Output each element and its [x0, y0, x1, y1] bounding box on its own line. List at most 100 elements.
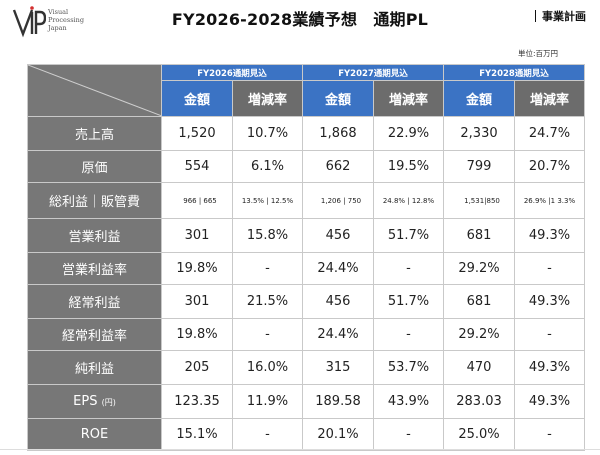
rate-cell: 49.3% [514, 384, 585, 419]
amount-cell: 301 [161, 218, 233, 253]
amount-cell: 205 [161, 350, 233, 385]
rate-cell: 49.3% [514, 284, 585, 319]
vip-logo-icon [12, 6, 46, 38]
rate-cell: 43.9% [373, 384, 444, 419]
row-header: 営業利益率 [27, 252, 162, 285]
table-row: ROE 15.1% -20.1% -25.0% - [27, 418, 585, 451]
rate-cell: 6.1% [232, 150, 303, 183]
rate-cell: 21.5% [232, 284, 303, 319]
amount-cell: 301 [161, 284, 233, 319]
row-header: 経常利益 [27, 284, 162, 319]
rate-cell: 19.5% [373, 150, 444, 183]
row-header: 売上高 [27, 116, 162, 151]
row-header: ROE [27, 418, 162, 451]
rate-cell: 26.9% |1 3.3% [514, 182, 585, 219]
amount-cell: 123.35 [161, 384, 233, 419]
rate-cell: - [373, 252, 444, 285]
column-header-amount: 金額 [302, 80, 374, 117]
amount-cell: 456 [302, 284, 374, 319]
row-header-label: 営業利益率 [61, 263, 127, 278]
column-header-rate: 増減率 [232, 80, 303, 117]
amount-cell: 799 [443, 150, 515, 183]
table-corner [27, 64, 162, 117]
rate-cell: 10.7% [232, 116, 303, 151]
row-header-label: ROE [80, 427, 109, 442]
amount-cell: 1,520 [161, 116, 233, 151]
amount-cell: 29.2% [443, 252, 515, 285]
amount-cell: 966 | 665 [161, 182, 233, 219]
section-label: 事業計画 [535, 8, 586, 24]
row-header-label: 営業利益 [68, 230, 121, 245]
row-header: 純利益 [27, 350, 162, 385]
amount-cell: 1,531|850 [443, 182, 515, 219]
year-header-fy2027: FY2027通期見込 [302, 64, 444, 81]
rate-cell: - [514, 418, 585, 451]
table-body: 売上高 1,520 10.7% 1,868 22.9% 2,330 24.7% 原価 554 6.… [27, 116, 585, 451]
row-header: EPS (円) [27, 384, 162, 419]
table-row: 原価 554 6.1% 662 19.5% 799 20.7% [27, 150, 585, 183]
row-header-label: 売上高 [74, 128, 114, 143]
unit-label: 単位:百万円 [517, 49, 558, 58]
rate-cell: - [232, 318, 303, 351]
table-row: 営業利益率 19.8% -24.4% -29.2% - [27, 252, 585, 285]
rate-cell: 49.3% [514, 350, 585, 385]
row-header: 総利益｜販管費 [27, 182, 162, 219]
amount-cell: 1,868 [302, 116, 374, 151]
rate-cell: 51.7% [373, 218, 444, 253]
amount-cell: 662 [302, 150, 374, 183]
rate-cell: 24.7% [514, 116, 585, 151]
row-header-label: 総利益｜販管費 [48, 195, 140, 210]
rate-cell: 51.7% [373, 284, 444, 319]
amount-cell: 470 [443, 350, 515, 385]
amount-cell: 189.58 [302, 384, 374, 419]
table-row: 営業利益 301 15.8% 456 51.7% 681 49.3% [27, 218, 585, 253]
row-header-label: 経常利益 [68, 296, 121, 311]
footer-divider [0, 449, 600, 450]
table-row: EPS (円) 123.35 11.9% 189.58 43.9% 283.03 49.3% [27, 384, 585, 419]
rate-cell: - [373, 418, 444, 451]
amount-cell: 15.1% [161, 418, 233, 451]
amount-cell: 681 [443, 218, 515, 253]
table-row: 総利益｜販管費 966 | 665 13.5% | 12.5% 1,206 | 750… [27, 182, 585, 219]
column-header-amount: 金額 [443, 80, 515, 117]
amount-cell: 283.03 [443, 384, 515, 419]
rate-cell: - [232, 418, 303, 451]
rate-cell: 16.0% [232, 350, 303, 385]
rate-cell: - [373, 318, 444, 351]
column-header-rate: 増減率 [514, 80, 585, 117]
amount-cell: 315 [302, 350, 374, 385]
row-header: 原価 [27, 150, 162, 183]
rate-cell: 11.9% [232, 384, 303, 419]
page-title: FY2026-2028業績予想 通期PL [171, 10, 429, 29]
logo-text: Visual Processing Japan [48, 8, 84, 32]
row-header: 経常利益率 [27, 318, 162, 351]
rate-cell: - [514, 252, 585, 285]
rate-cell: - [514, 318, 585, 351]
amount-cell: 554 [161, 150, 233, 183]
year-header-fy2026: FY2026通期見込 [161, 64, 303, 81]
column-header-rate: 増減率 [373, 80, 444, 117]
rate-cell: 49.3% [514, 218, 585, 253]
row-header-unit: (円) [101, 398, 116, 407]
company-logo: Visual Processing Japan [12, 4, 92, 40]
amount-cell: 456 [302, 218, 374, 253]
table-row: 経常利益率 19.8% -24.4% -29.2% - [27, 318, 585, 351]
rate-cell: 24.8% | 12.8% [373, 182, 444, 219]
rate-cell: 22.9% [373, 116, 444, 151]
amount-cell: 19.8% [161, 252, 233, 285]
table-row: 経常利益 301 21.5% 456 51.7% 681 49.3% [27, 284, 585, 319]
row-header: 営業利益 [27, 218, 162, 253]
rate-cell: 53.7% [373, 350, 444, 385]
rate-cell: 20.7% [514, 150, 585, 183]
amount-cell: 681 [443, 284, 515, 319]
rate-cell: - [232, 252, 303, 285]
diagonal-divider-icon [28, 65, 161, 116]
amount-cell: 25.0% [443, 418, 515, 451]
column-header-amount: 金額 [161, 80, 233, 117]
row-header-label: EPS [73, 394, 98, 409]
amount-cell: 2,330 [443, 116, 515, 151]
amount-cell: 24.4% [302, 252, 374, 285]
row-header-label: 純利益 [74, 362, 114, 377]
amount-cell: 1,206 | 750 [302, 182, 374, 219]
rate-cell: 13.5% | 12.5% [232, 182, 303, 219]
